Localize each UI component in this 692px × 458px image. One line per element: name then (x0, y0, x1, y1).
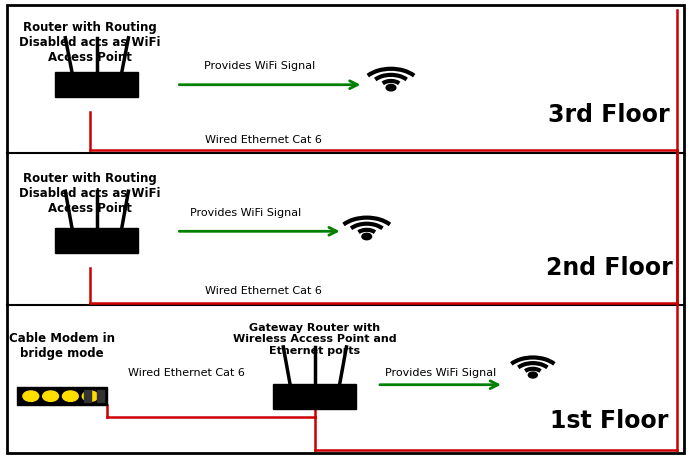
Circle shape (386, 84, 396, 91)
Text: Router with Routing
Disabled acts as WiFi
Access Point: Router with Routing Disabled acts as WiF… (19, 21, 161, 64)
Bar (273, 384, 356, 409)
Bar (17, 387, 107, 405)
Text: Wired Ethernet Cat 6: Wired Ethernet Cat 6 (205, 286, 321, 296)
Text: Cable Modem in
bridge mode: Cable Modem in bridge mode (9, 332, 116, 360)
Bar (55, 228, 138, 253)
Text: 2nd Floor: 2nd Floor (545, 256, 673, 280)
Text: Gateway Router with
Wireless Access Point and
Ethernet ports: Gateway Router with Wireless Access Poin… (233, 323, 397, 356)
Bar (97, 390, 104, 402)
Text: Router with Routing
Disabled acts as WiFi
Access Point: Router with Routing Disabled acts as WiF… (19, 172, 161, 215)
Text: 1st Floor: 1st Floor (549, 409, 668, 433)
Bar (84, 390, 91, 402)
Text: Wired Ethernet Cat 6: Wired Ethernet Cat 6 (129, 368, 245, 378)
Text: Provides WiFi Signal: Provides WiFi Signal (204, 61, 315, 71)
Text: Wired Ethernet Cat 6: Wired Ethernet Cat 6 (205, 135, 321, 145)
Circle shape (529, 372, 538, 378)
Circle shape (23, 391, 39, 401)
Text: Provides WiFi Signal: Provides WiFi Signal (190, 207, 301, 218)
Circle shape (362, 233, 372, 240)
Circle shape (43, 391, 58, 401)
Text: Provides WiFi Signal: Provides WiFi Signal (385, 368, 496, 378)
Text: 3rd Floor: 3rd Floor (548, 103, 670, 126)
Circle shape (62, 391, 78, 401)
Bar (55, 72, 138, 98)
Circle shape (82, 391, 98, 401)
